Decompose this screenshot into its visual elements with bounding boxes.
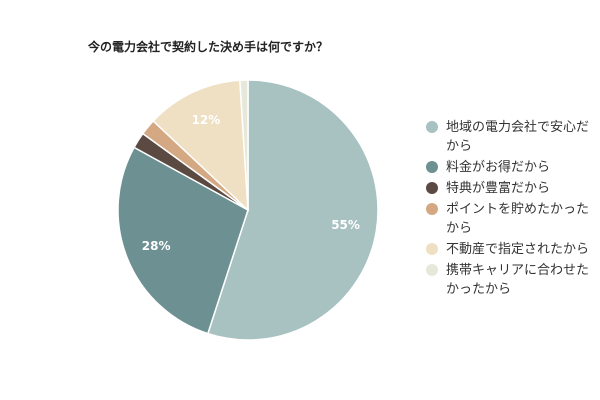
legend-swatch [426,121,438,133]
legend-swatch [426,182,438,194]
legend-item: 携帯キャリアに合わせたかったから [420,261,600,299]
legend-swatch [426,203,438,215]
legend-item: 特典が豊富だから [420,179,600,198]
pie-slice [239,79,249,211]
legend-label: 料金がお得だから [446,160,551,175]
legend-item: 不動産で指定されたから [420,240,600,259]
legend-label: 携帯キャリアに合わせたかったから [446,263,590,297]
pie-slice [152,79,249,212]
pie-slice [117,146,249,335]
value-label: 12% [192,113,221,127]
legend: 地域の電力会社で安心だから料金がお得だから 特典が豊富だからポイントを貯めたかった… [420,118,600,301]
legend-swatch [426,243,438,255]
legend-label: 不動産で指定されたから [446,242,590,257]
legend-item: ポイントを貯めたかったから [420,200,600,238]
value-label: 55% [331,218,360,232]
legend-label: 特典が豊富だから [446,181,551,196]
legend-label: 地域の電力会社で安心だから [446,120,590,154]
legend-swatch [426,161,438,173]
value-label: 28% [142,239,171,253]
legend-item: 料金がお得だから [420,158,600,177]
chart-title: 今の電力会社で契約した決め手は何ですか？ [87,39,328,54]
pie-slice [206,79,379,341]
legend-item: 地域の電力会社で安心だから [420,118,600,156]
legend-label: ポイントを貯めたかったから [446,202,590,236]
legend-swatch [426,264,438,276]
